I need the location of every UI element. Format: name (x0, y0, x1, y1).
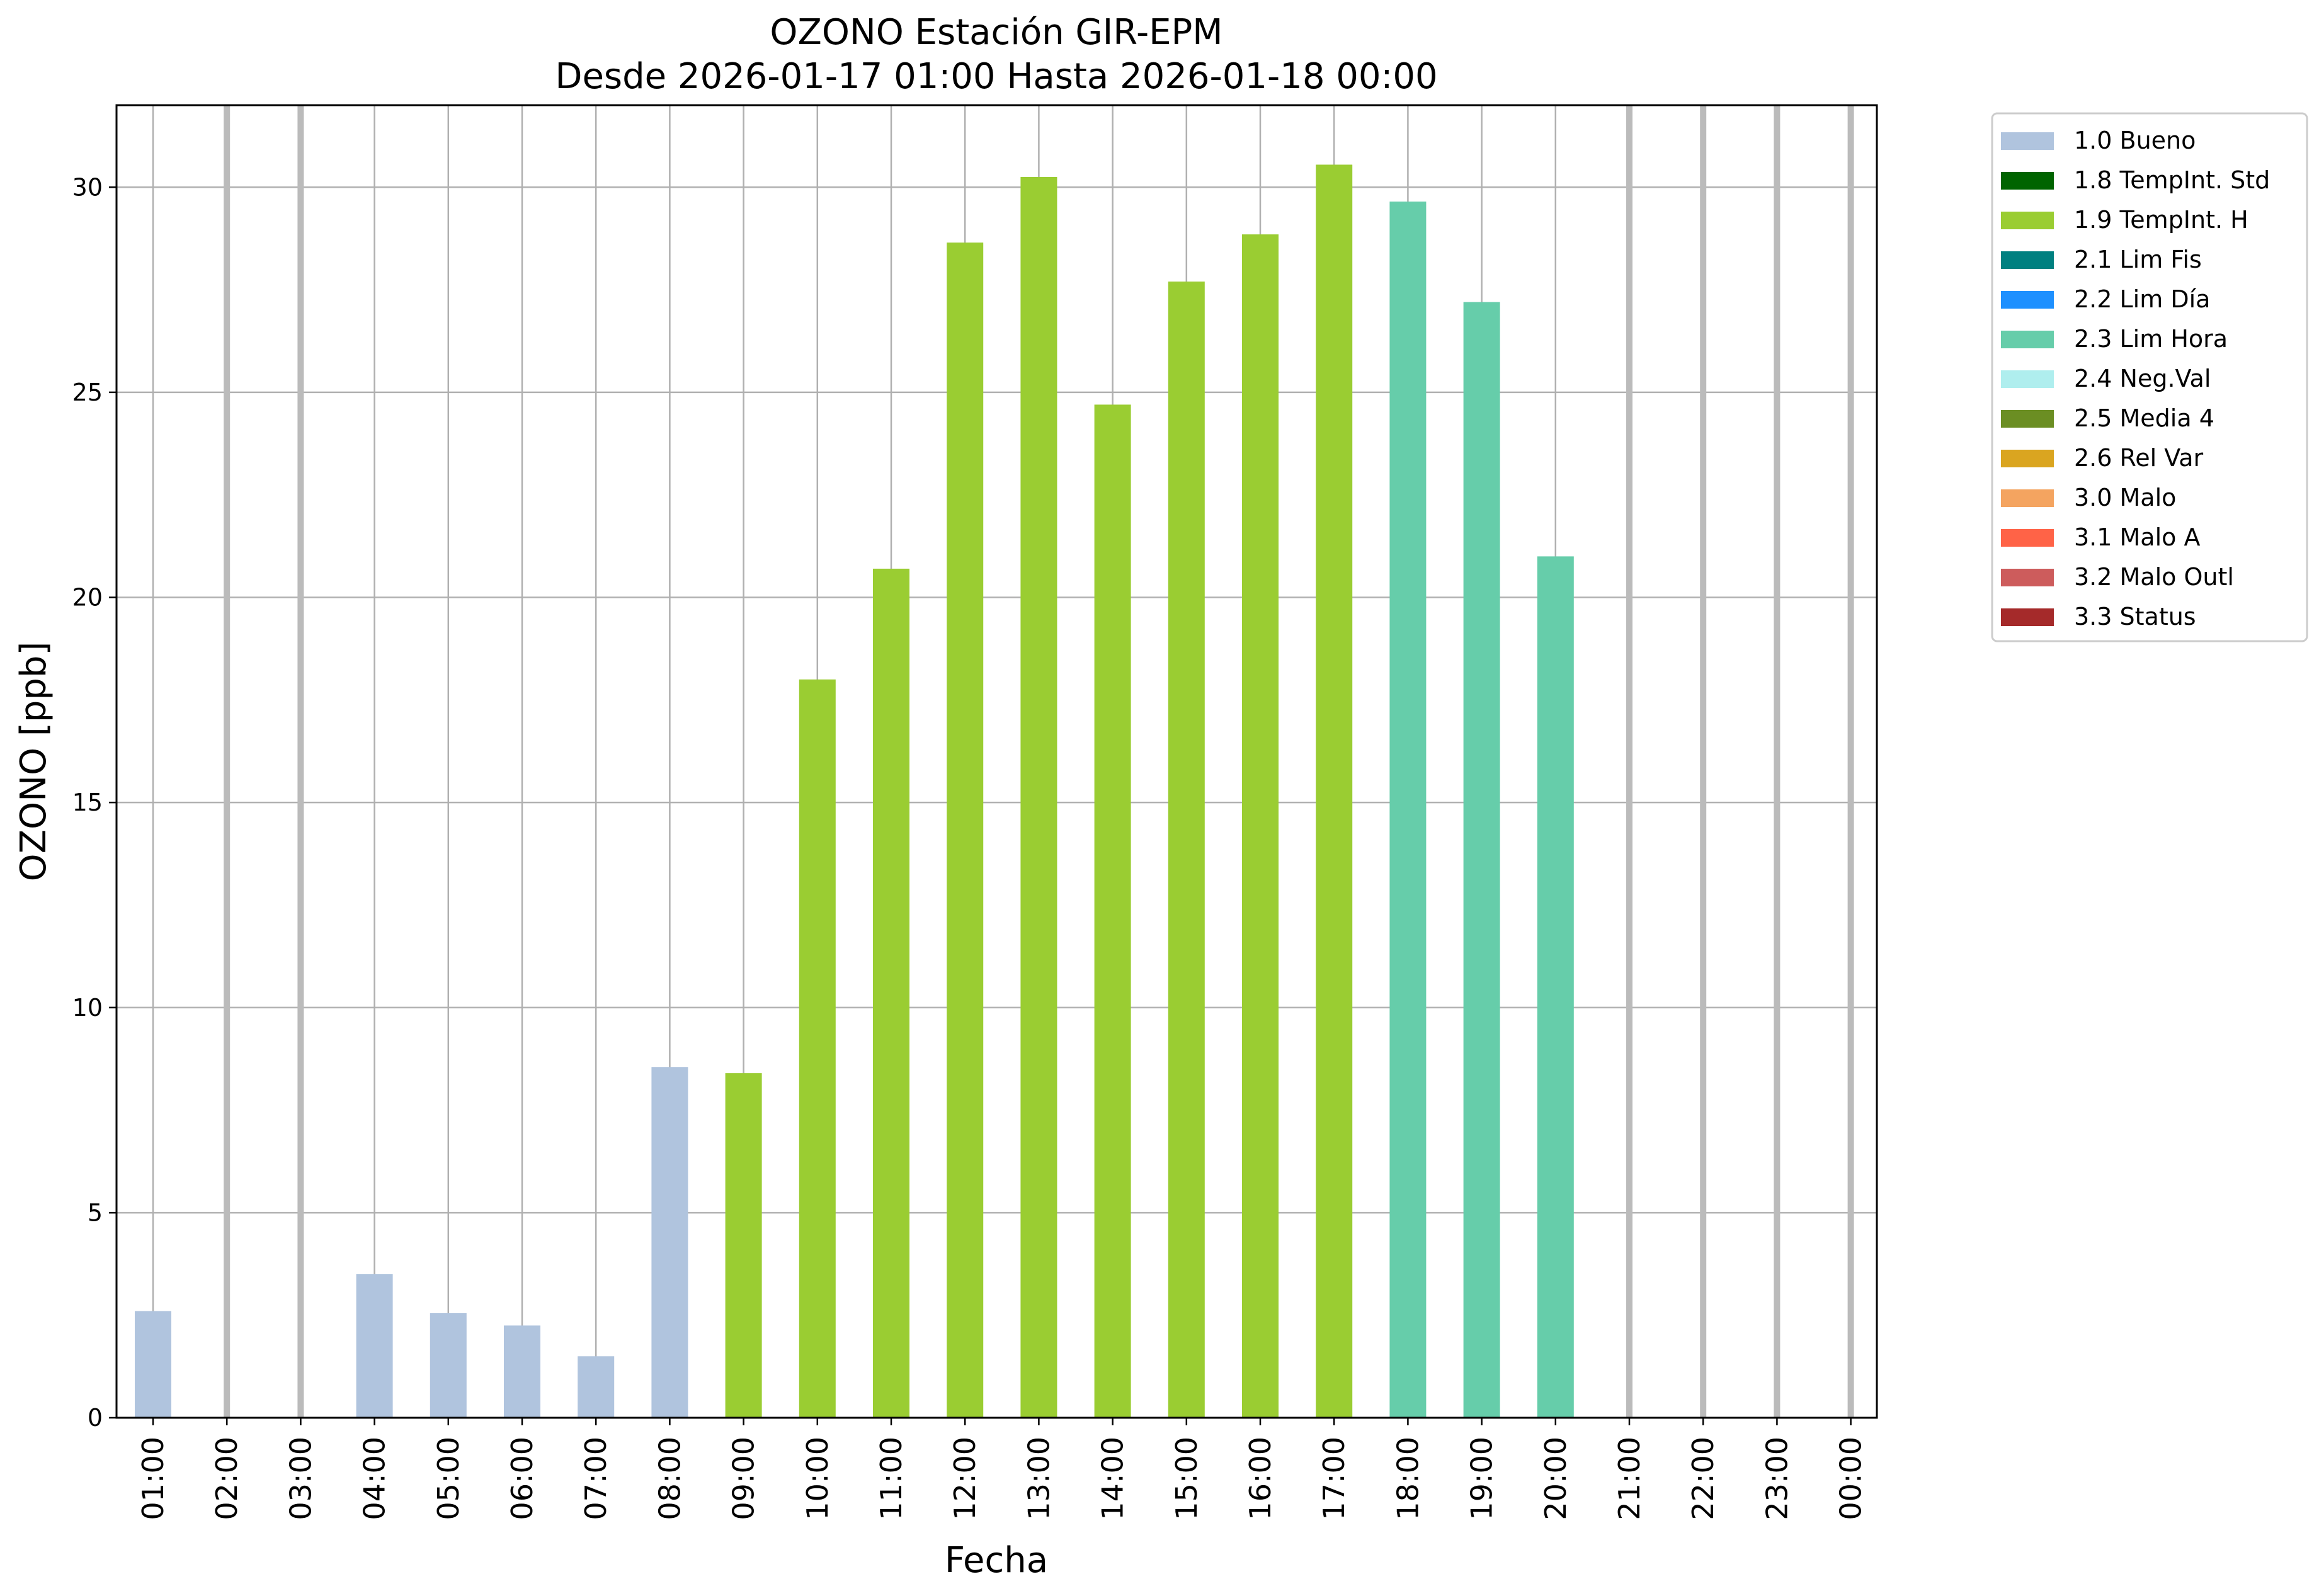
bar (1316, 164, 1353, 1418)
legend-swatch (2001, 291, 2054, 309)
x-tick-label: 23:00 (1760, 1437, 1794, 1520)
x-tick-label: 11:00 (874, 1437, 908, 1520)
y-tick-label: 5 (88, 1199, 103, 1226)
x-tick-label: 12:00 (948, 1437, 982, 1520)
y-tick-label: 10 (72, 994, 103, 1022)
bar (356, 1274, 393, 1418)
legend-swatch (2001, 569, 2054, 586)
bar (578, 1356, 615, 1418)
legend-label: 1.8 TempInt. Std (2074, 166, 2270, 194)
legend-label: 2.4 Neg.Val (2074, 365, 2211, 392)
x-axis-label: Fecha (945, 1540, 1048, 1581)
x-tick-label: 10:00 (801, 1437, 835, 1520)
bar (135, 1311, 171, 1418)
missing-data-marker (1847, 105, 1854, 1418)
legend-label: 2.2 Lim Día (2074, 285, 2210, 313)
missing-data-marker (297, 105, 304, 1418)
x-tick-label: 08:00 (652, 1437, 687, 1520)
legend-swatch (2001, 370, 2054, 388)
legend-swatch (2001, 489, 2054, 507)
x-tick-label: 02:00 (210, 1437, 244, 1520)
legend-label: 2.6 Rel Var (2074, 444, 2204, 472)
grid-layer (117, 105, 1877, 1419)
bar (651, 1067, 688, 1418)
x-tick-label: 17:00 (1317, 1437, 1351, 1520)
legend-frame (1991, 112, 2308, 642)
chart-subtitle: Desde 2026-01-17 01:00 Hasta 2026-01-18 … (555, 56, 1437, 97)
x-tick-label: 18:00 (1391, 1437, 1425, 1520)
x-tick-label: 01:00 (136, 1437, 170, 1520)
bar (430, 1313, 467, 1418)
missing-data-marker (1774, 105, 1781, 1418)
bar (799, 679, 836, 1418)
legend-swatch (2001, 132, 2054, 150)
x-tick-label: 06:00 (505, 1437, 539, 1520)
bar (725, 1073, 762, 1418)
x-tick-label: 09:00 (727, 1437, 761, 1520)
legend-label: 3.3 Status (2074, 603, 2196, 630)
legend: 1.0 Bueno 1.8 TempInt. Std 1.9 TempInt. H 2… (1991, 112, 2308, 642)
legend-label: 2.5 Media 4 (2074, 404, 2214, 432)
x-tick-label: 20:00 (1539, 1437, 1573, 1520)
missing-data-marker (1700, 105, 1707, 1418)
x-tick-label: 16:00 (1243, 1437, 1277, 1520)
bar (1537, 556, 1574, 1418)
legend-swatch (2001, 529, 2054, 547)
legend-label: 3.0 Malo (2074, 484, 2176, 511)
x-tick-label: 21:00 (1612, 1437, 1646, 1520)
y-tick-label: 20 (72, 584, 103, 612)
bar (1020, 176, 1057, 1418)
legend-label: 1.9 TempInt. H (2074, 206, 2248, 234)
legend-label: 2.1 Lim Fis (2074, 246, 2202, 273)
x-tick-label: 22:00 (1686, 1437, 1720, 1520)
y-tick-label: 30 (72, 173, 103, 201)
x-tick-label: 04:00 (358, 1437, 392, 1520)
bar (1168, 282, 1205, 1418)
x-tick-label: 14:00 (1096, 1437, 1130, 1520)
legend-swatch (2001, 410, 2054, 428)
x-tick-label: 19:00 (1465, 1437, 1499, 1520)
bars (135, 164, 1574, 1418)
plot-frame (115, 104, 1878, 1419)
legend-swatch (2001, 251, 2054, 269)
bar (1463, 302, 1500, 1418)
y-tick-label: 0 (88, 1404, 103, 1432)
legend-swatch (2001, 608, 2054, 626)
x-tick-label: 07:00 (579, 1437, 613, 1520)
missing-data-marker (224, 105, 231, 1418)
legend-label: 1.0 Bueno (2074, 127, 2196, 154)
x-tick-label: 15:00 (1170, 1437, 1204, 1520)
bar (873, 568, 909, 1418)
legend-swatch (2001, 212, 2054, 229)
bar (1389, 202, 1427, 1418)
x-tick-label: 05:00 (431, 1437, 465, 1520)
legend-swatch (2001, 172, 2054, 190)
missing-data-markers (224, 105, 1854, 1418)
x-tick-label: 03:00 (283, 1437, 317, 1520)
y-axis-ticks: 0 5 10 15 20 25 30 (72, 173, 117, 1432)
y-axis-label: OZONO [ppb] (13, 642, 54, 882)
legend-label: 3.1 Malo A (2074, 523, 2200, 551)
x-tick-label: 13:00 (1022, 1437, 1056, 1520)
legend-swatch (2001, 450, 2054, 467)
bar (1242, 234, 1279, 1418)
y-tick-label: 25 (72, 379, 103, 406)
y-tick-label: 15 (72, 789, 103, 816)
legend-swatch (2001, 331, 2054, 348)
bar (504, 1325, 540, 1418)
legend-label: 3.2 Malo Outl (2074, 563, 2234, 591)
missing-data-marker (1626, 105, 1632, 1418)
x-tick-label: 00:00 (1834, 1437, 1868, 1520)
x-axis-ticks: 01:00 02:00 03:00 04:00 05:00 06:00 07:00 08:00… (136, 1418, 1868, 1520)
chart-title: OZONO Estación GIR-EPM (770, 12, 1222, 53)
legend-label: 2.3 Lim Hora (2074, 325, 2228, 353)
bar (1094, 404, 1131, 1418)
bar (947, 242, 984, 1418)
